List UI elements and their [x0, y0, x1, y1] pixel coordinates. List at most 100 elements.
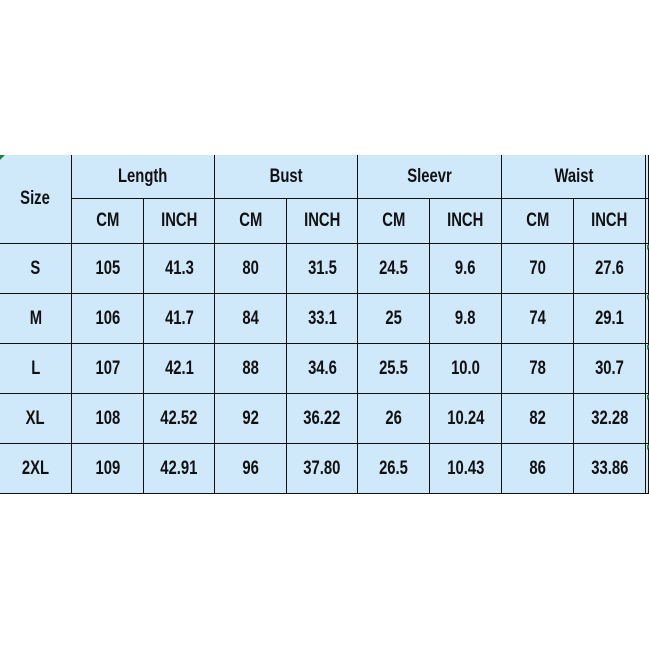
value-cell-text: 26.5 [379, 457, 408, 479]
size-cell-text: 2XL [21, 457, 50, 479]
value-cell: 37.80 [287, 444, 358, 494]
value-cell-text: 29.1 [595, 307, 624, 329]
value-cell-text: 10.43 [446, 457, 485, 479]
value-cell: 84 [215, 294, 287, 344]
value-cell: 33.86 [574, 444, 646, 494]
cell-comment-marker [647, 345, 649, 350]
value-cell-text: 25.5 [379, 357, 408, 379]
value-cell-text: 10.0 [451, 357, 480, 379]
value-cell: 24.5 [358, 244, 430, 294]
value-cell: 42.91 [144, 444, 215, 494]
value-cell: 26 [358, 394, 430, 444]
value-cell: 42.1 [144, 344, 215, 394]
value-cell-text: 27.6 [595, 257, 624, 279]
size-cell: L [0, 344, 72, 394]
group-header-text: Bust [269, 165, 303, 187]
size-header-text: Size [20, 188, 51, 209]
unit-header-text: CM [95, 210, 120, 231]
value-cell: 106 [72, 294, 144, 344]
value-cell: 70 [502, 244, 574, 294]
size-cell-text: M [29, 307, 42, 329]
value-cell: 30.7 [574, 344, 646, 394]
value-cell-text: 82 [529, 407, 546, 429]
unit-header: CM [358, 199, 430, 244]
value-cell-text: 24.5 [379, 257, 408, 279]
group-header: Bust [215, 155, 358, 199]
group-header: Waist [502, 155, 646, 199]
value-cell-text: 96 [242, 457, 259, 479]
value-cell-text: 10.24 [446, 407, 485, 429]
value-cell-text: 37.80 [303, 457, 341, 479]
size-cell: 2XL [0, 444, 72, 494]
value-cell-text: 25 [385, 307, 402, 329]
value-cell: 33.1 [287, 294, 358, 344]
size-cell-text: XL [26, 407, 45, 429]
value-cell-text: 42.1 [164, 357, 194, 379]
value-cell-text: 30.7 [595, 357, 624, 379]
group-header-text: Waist [554, 165, 593, 187]
value-cell: 10.43 [430, 444, 502, 494]
value-cell-text: 42.52 [160, 407, 198, 429]
value-cell-text: 86 [529, 457, 546, 479]
value-cell: 25.5 [358, 344, 430, 394]
value-cell-text: 36.22 [303, 407, 341, 429]
value-cell-text: 78 [529, 357, 546, 379]
unit-header-text: CM [525, 210, 550, 231]
value-cell: 82 [502, 394, 574, 444]
cell-comment-marker [647, 245, 649, 250]
value-cell: 25 [358, 294, 430, 344]
unit-header-text: INCH [591, 210, 628, 231]
value-cell: 32.28 [574, 394, 646, 444]
value-cell: 31.5 [287, 244, 358, 294]
unit-header-text: INCH [160, 210, 198, 231]
unit-header: INCH [287, 199, 358, 244]
value-cell: 36.22 [287, 394, 358, 444]
value-cell: 78 [502, 344, 574, 394]
value-cell-text: 34.6 [307, 357, 337, 379]
value-cell: 107 [72, 344, 144, 394]
value-cell: 105 [72, 244, 144, 294]
cell-comment-marker [647, 395, 649, 400]
cell-comment-marker [647, 445, 649, 450]
value-cell-text: 70 [529, 257, 546, 279]
value-cell-text: 42.91 [160, 457, 198, 479]
value-cell: 34.6 [287, 344, 358, 394]
value-cell-text: 9.6 [455, 257, 476, 279]
value-cell: 27.6 [574, 244, 646, 294]
value-cell: 92 [215, 394, 287, 444]
value-cell-text: 32.28 [590, 407, 629, 429]
value-cell: 10.0 [430, 344, 502, 394]
value-cell-text: 9.8 [455, 307, 476, 329]
unit-header: CM [215, 199, 287, 244]
value-cell-text: 106 [95, 307, 120, 329]
value-cell-text: 41.3 [164, 257, 194, 279]
value-cell: 41.7 [144, 294, 215, 344]
value-cell-text: 26 [385, 407, 402, 429]
unit-header: INCH [430, 199, 502, 244]
value-cell: 42.52 [144, 394, 215, 444]
value-cell-text: 80 [242, 257, 259, 279]
value-cell-text: 109 [95, 457, 120, 479]
group-header: Length [72, 155, 215, 199]
value-cell: 80 [215, 244, 287, 294]
size-cell-text: L [30, 357, 41, 379]
value-cell-text: 33.86 [590, 457, 629, 479]
unit-header: CM [72, 199, 144, 244]
value-cell: 109 [72, 444, 144, 494]
size-cell-text: S [30, 257, 41, 279]
size-cell: XL [0, 394, 72, 444]
group-header-text: Length [118, 165, 168, 187]
value-cell: 9.8 [430, 294, 502, 344]
value-cell: 9.6 [430, 244, 502, 294]
value-cell: 29.1 [574, 294, 646, 344]
unit-header-text: CM [381, 210, 406, 231]
value-cell: 108 [72, 394, 144, 444]
value-cell-text: 31.5 [307, 257, 337, 279]
unit-header: INCH [144, 199, 215, 244]
value-cell-text: 105 [95, 257, 120, 279]
group-header: Sleevr [358, 155, 502, 199]
value-cell-text: 92 [242, 407, 259, 429]
cell-comment-marker [647, 295, 649, 300]
value-cell: 88 [215, 344, 287, 394]
value-cell: 86 [502, 444, 574, 494]
